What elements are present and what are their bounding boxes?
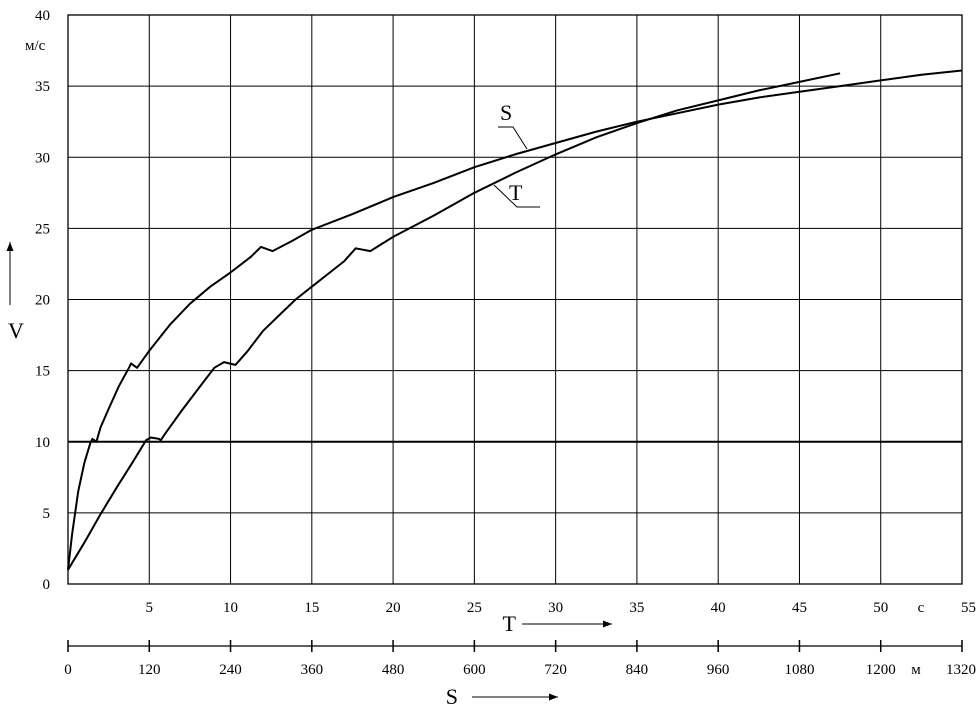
s-tick-label: 1080 <box>784 662 814 678</box>
t-tick-label: 45 <box>792 600 807 616</box>
y-tick-label: 40 <box>35 8 50 24</box>
t-tick-label: 50 <box>873 600 888 616</box>
s-axis-label: S <box>446 684 458 709</box>
s-tick-label: 480 <box>382 662 405 678</box>
y-tick-label: 25 <box>35 221 50 237</box>
y-tick-label: 0 <box>43 577 51 593</box>
y-tick-label: 30 <box>35 150 50 166</box>
curve-t <box>67 72 841 571</box>
series-t-leader <box>493 184 540 208</box>
t-axis-unit: с <box>918 600 925 616</box>
s-tick-label: 1320 <box>946 662 976 678</box>
s-tick-label: 720 <box>544 662 567 678</box>
t-tick-label: 55 <box>961 600 976 616</box>
series-label-s: S <box>500 100 512 125</box>
y-tick-label: 15 <box>35 364 50 380</box>
s-axis-unit: м <box>911 662 921 678</box>
y-axis-arrow-head <box>6 242 14 251</box>
s-tick-label: 1200 <box>866 662 896 678</box>
grid <box>68 15 962 584</box>
t-tick-label: 15 <box>304 600 319 616</box>
s-tick-label: 360 <box>301 662 324 678</box>
y-tick-label: 10 <box>35 435 50 451</box>
t-tick-label: 10 <box>223 600 238 616</box>
curves <box>67 69 963 571</box>
s-tick-label: 240 <box>219 662 242 678</box>
y-unit-label: м/с <box>25 38 46 54</box>
y-tick-label: 20 <box>35 293 50 309</box>
axes <box>6 14 963 701</box>
curve-s <box>67 69 963 570</box>
plot-frame <box>67 14 963 585</box>
s-tick-label: 600 <box>463 662 486 678</box>
t-tick-label: 40 <box>711 600 726 616</box>
t-tick-label: 20 <box>386 600 401 616</box>
y-tick-label: 5 <box>43 506 51 522</box>
s-tick-label: 840 <box>626 662 649 678</box>
series-s-leader <box>498 126 528 150</box>
series-label-t: T <box>509 180 523 205</box>
t-tick-label: 35 <box>629 600 644 616</box>
t-tick-label: 30 <box>548 600 563 616</box>
t-axis-label: T <box>503 611 517 636</box>
labels: м/с V T с S м S T 0 5 10 15 20 25 30 35 40 5 10 15 2… <box>8 8 976 709</box>
s-tick-label: 120 <box>138 662 161 678</box>
y-axis-label: V <box>8 318 24 343</box>
s-axis-arrow-head <box>549 693 558 701</box>
y-tick-label: 35 <box>35 79 50 95</box>
s-tick-label: 960 <box>707 662 730 678</box>
s-tick-label: 0 <box>64 662 72 678</box>
t-tick-label: 5 <box>146 600 154 616</box>
t-axis-arrow-head <box>603 620 612 628</box>
t-tick-label: 25 <box>467 600 482 616</box>
